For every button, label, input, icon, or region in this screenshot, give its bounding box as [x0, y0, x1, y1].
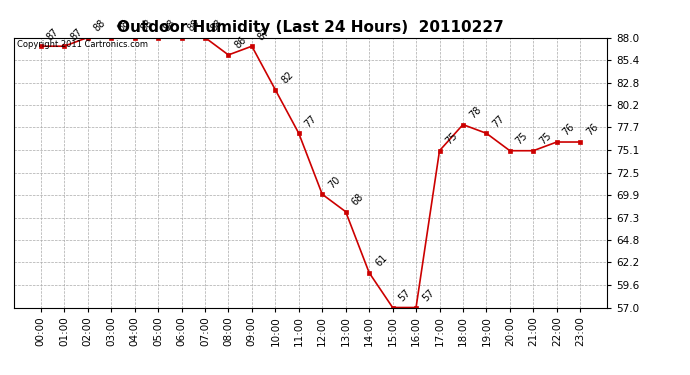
Text: 88: 88 — [209, 18, 225, 33]
Text: 77: 77 — [303, 113, 319, 129]
Text: 87: 87 — [256, 26, 272, 42]
Text: 57: 57 — [397, 287, 413, 303]
Text: 75: 75 — [538, 130, 553, 147]
Text: 75: 75 — [514, 130, 530, 147]
Text: 57: 57 — [420, 287, 436, 303]
Text: 88: 88 — [115, 18, 131, 33]
Text: 87: 87 — [68, 26, 84, 42]
Text: 88: 88 — [92, 18, 108, 33]
Text: 77: 77 — [491, 113, 506, 129]
Text: 61: 61 — [373, 253, 389, 268]
Text: 88: 88 — [186, 18, 201, 33]
Text: 87: 87 — [45, 26, 61, 42]
Title: Outdoor Humidity (Last 24 Hours)  20110227: Outdoor Humidity (Last 24 Hours) 2011022… — [117, 20, 504, 35]
Text: Copyright 2011 Cartronics.com: Copyright 2011 Cartronics.com — [17, 40, 148, 49]
Text: 86: 86 — [233, 35, 248, 51]
Text: 82: 82 — [279, 70, 295, 86]
Text: 75: 75 — [444, 130, 460, 147]
Text: 76: 76 — [561, 122, 577, 138]
Text: 88: 88 — [162, 18, 178, 33]
Text: 68: 68 — [350, 192, 366, 207]
Text: 78: 78 — [467, 105, 483, 120]
Text: 70: 70 — [326, 174, 342, 190]
Text: 76: 76 — [584, 122, 600, 138]
Text: 88: 88 — [139, 18, 155, 33]
